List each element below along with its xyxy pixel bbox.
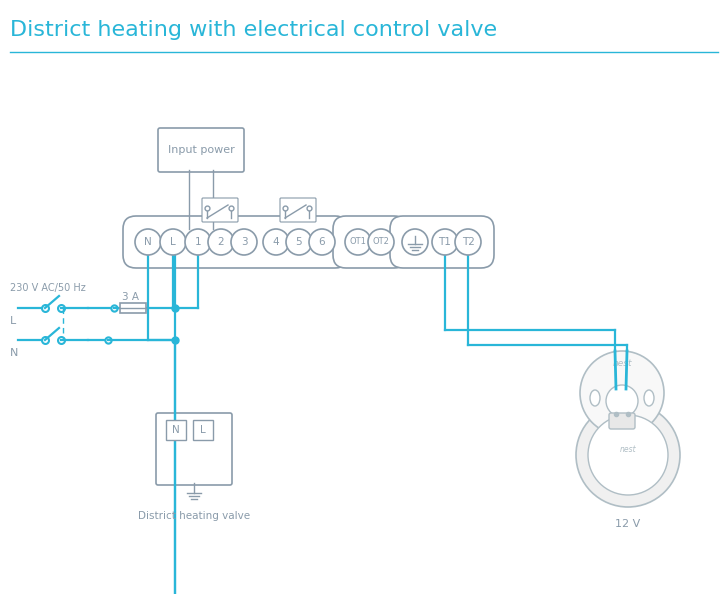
Text: 230 V AC/50 Hz: 230 V AC/50 Hz xyxy=(10,283,86,293)
Text: OT2: OT2 xyxy=(373,238,389,247)
Ellipse shape xyxy=(644,390,654,406)
Text: N: N xyxy=(144,237,152,247)
Text: 2: 2 xyxy=(218,237,224,247)
Circle shape xyxy=(580,351,664,435)
Circle shape xyxy=(368,229,394,255)
Text: N: N xyxy=(10,348,18,358)
Circle shape xyxy=(309,229,335,255)
Text: T2: T2 xyxy=(462,237,475,247)
FancyBboxPatch shape xyxy=(123,216,348,268)
Text: OT1: OT1 xyxy=(349,238,366,247)
Circle shape xyxy=(231,229,257,255)
FancyBboxPatch shape xyxy=(333,216,407,268)
Circle shape xyxy=(135,229,161,255)
FancyBboxPatch shape xyxy=(156,413,232,485)
Text: L: L xyxy=(170,237,176,247)
Circle shape xyxy=(576,403,680,507)
Bar xyxy=(193,420,213,440)
Circle shape xyxy=(263,229,289,255)
FancyBboxPatch shape xyxy=(390,216,494,268)
Text: L: L xyxy=(200,425,206,435)
Circle shape xyxy=(185,229,211,255)
Text: 12 V: 12 V xyxy=(615,519,641,529)
Text: 6: 6 xyxy=(319,237,325,247)
Circle shape xyxy=(588,415,668,495)
Circle shape xyxy=(208,229,234,255)
Text: nest: nest xyxy=(612,359,632,368)
FancyBboxPatch shape xyxy=(202,198,238,222)
Circle shape xyxy=(402,229,428,255)
Bar xyxy=(120,303,146,313)
Text: L: L xyxy=(10,316,16,326)
Circle shape xyxy=(606,385,638,417)
Text: 3 A: 3 A xyxy=(122,292,139,302)
Circle shape xyxy=(345,229,371,255)
Text: 4: 4 xyxy=(273,237,280,247)
FancyBboxPatch shape xyxy=(280,198,316,222)
Text: District heating with electrical control valve: District heating with electrical control… xyxy=(10,20,497,40)
Circle shape xyxy=(160,229,186,255)
Circle shape xyxy=(432,229,458,255)
Text: T1: T1 xyxy=(438,237,451,247)
Text: District heating valve: District heating valve xyxy=(138,511,250,521)
FancyBboxPatch shape xyxy=(609,413,635,429)
Text: 5: 5 xyxy=(296,237,302,247)
Text: N: N xyxy=(172,425,180,435)
Bar xyxy=(166,420,186,440)
Text: Input power: Input power xyxy=(167,145,234,155)
Text: nest: nest xyxy=(620,446,636,454)
Circle shape xyxy=(286,229,312,255)
Text: 3: 3 xyxy=(241,237,248,247)
Text: 1: 1 xyxy=(194,237,202,247)
Ellipse shape xyxy=(590,390,600,406)
FancyBboxPatch shape xyxy=(158,128,244,172)
Circle shape xyxy=(455,229,481,255)
